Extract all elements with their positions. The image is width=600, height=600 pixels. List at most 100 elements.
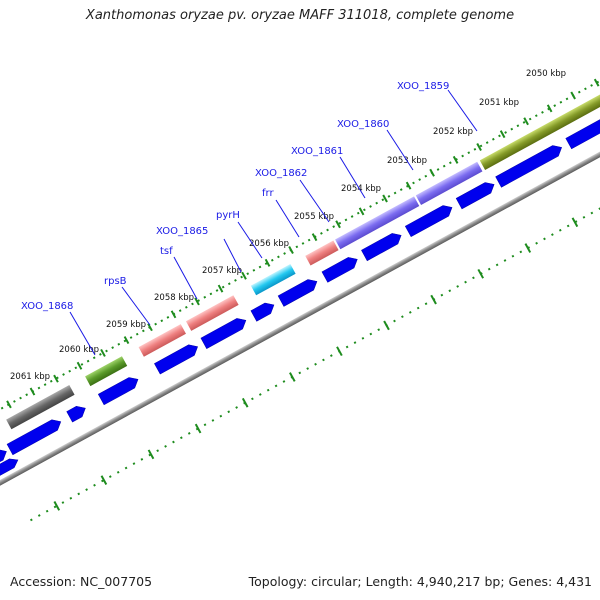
scale-tick — [358, 207, 365, 216]
scale-tick — [29, 387, 36, 396]
scale-tick — [570, 91, 576, 100]
scale-tick — [452, 155, 459, 164]
scale-label: 2055 kbp — [294, 212, 334, 222]
scale-label: 2061 kbp — [10, 372, 50, 382]
scale-tick — [53, 374, 59, 383]
scale-tick — [405, 181, 412, 190]
scale-label: 2052 kbp — [433, 127, 473, 137]
feature-bar-olive — [479, 73, 600, 170]
gene-label[interactable]: frr — [262, 188, 274, 199]
scale-tick — [264, 258, 271, 267]
gene-label[interactable]: tsf — [160, 246, 173, 257]
scale-tick — [288, 245, 294, 254]
scale-tick — [217, 284, 224, 293]
scale-tick — [429, 168, 435, 177]
cds-arrow[interactable] — [200, 315, 249, 349]
leader-line — [299, 179, 330, 223]
gene-label[interactable]: pyrH — [216, 210, 240, 221]
cds-arrow[interactable] — [404, 202, 455, 238]
scale-tick — [147, 323, 153, 332]
leader-line — [339, 156, 366, 199]
leader-line — [121, 286, 151, 326]
map-title: Xanthomonas oryzae pv. oryzae MAFF 31101… — [85, 8, 515, 23]
cds-arrow[interactable] — [97, 374, 141, 406]
inner-dotted-line — [29, 154, 600, 522]
gene-label[interactable]: XOO_1865 — [156, 226, 208, 237]
inner-scale-tick — [336, 346, 343, 357]
cds-arrow-row — [0, 106, 600, 473]
scale-tick — [6, 400, 12, 409]
cds-arrow-row-lower — [0, 456, 20, 483]
cds-arrow[interactable] — [66, 403, 89, 423]
cds-arrow[interactable] — [455, 179, 497, 210]
cds-arrow[interactable] — [361, 230, 404, 262]
scale-label: 2050 kbp — [526, 69, 566, 79]
gene-label[interactable]: XOO_1868 — [21, 301, 73, 312]
inner-scale-tick — [289, 372, 296, 382]
scale-tick — [382, 194, 388, 203]
feature-bar-pink — [305, 240, 339, 266]
cds-arrow[interactable] — [277, 276, 320, 307]
leader-line — [223, 238, 242, 273]
cds-arrow[interactable] — [565, 106, 600, 150]
scale-label: 2059 kbp — [106, 320, 146, 330]
scale-ticks — [6, 78, 600, 409]
inner-scale-tick — [194, 423, 202, 434]
gene-label[interactable]: XOO_1859 — [397, 81, 449, 92]
scale-dotted-line — [0, 56, 600, 423]
leader-line — [237, 221, 263, 259]
leader-line — [447, 89, 478, 132]
feature-bar-cyan — [250, 264, 296, 296]
genome-summary-text: Topology: circular; Length: 4,940,217 bp… — [248, 574, 592, 589]
cds-arrow[interactable] — [0, 456, 20, 483]
inner-scale-tick — [147, 449, 155, 460]
inner-scale-tick — [430, 294, 437, 305]
scale-tick — [523, 117, 529, 126]
feature-bar-purple — [415, 161, 483, 206]
gene-label[interactable]: rpsB — [104, 276, 127, 287]
cds-arrow[interactable] — [495, 142, 565, 188]
strand-frame — [0, 56, 600, 522]
inner-scale-tick — [53, 501, 61, 511]
scale-label: 2056 kbp — [249, 239, 289, 249]
gene-labels: XOO_1868 rpsB tsf XOO_1865 pyrH frr XOO_… — [21, 81, 478, 356]
scale-tick — [311, 233, 318, 242]
scale-tick — [546, 104, 553, 113]
scale-label: 2060 kbp — [59, 345, 99, 355]
gene-label[interactable]: XOO_1862 — [255, 168, 307, 179]
feature-bar-green-dark — [85, 356, 128, 387]
feature-bar-pink — [185, 295, 239, 331]
inner-scale-tick — [241, 397, 249, 408]
scale-tick — [123, 336, 130, 345]
scale-tick — [100, 348, 106, 357]
feature-bar-pink — [138, 324, 186, 357]
scale-label: 2057 kbp — [202, 266, 242, 276]
cds-arrow[interactable] — [321, 254, 360, 283]
scale-label: 2051 kbp — [479, 98, 519, 108]
cog-feature-row — [0, 73, 600, 448]
leader-line — [69, 311, 96, 356]
inner-scale-tick — [571, 217, 579, 228]
inner-scale-tick — [383, 320, 390, 331]
cds-arrow[interactable] — [6, 416, 64, 456]
scale-tick — [76, 361, 83, 370]
leader-line — [275, 199, 300, 238]
cds-arrow[interactable] — [250, 300, 277, 322]
inner-scale-tick — [524, 243, 532, 253]
cds-arrow[interactable] — [0, 446, 9, 473]
scale-tick — [241, 271, 247, 280]
scale-label: 2054 kbp — [341, 184, 381, 194]
scale-labels: 2061 kbp 2060 kbp 2059 kbp 2058 kbp 2057… — [10, 69, 566, 382]
scale-tick — [593, 78, 600, 87]
gene-label[interactable]: XOO_1860 — [337, 119, 389, 130]
feature-bar-purple — [335, 196, 420, 250]
inner-scale-ticks — [53, 217, 579, 511]
scale-tick — [499, 130, 506, 139]
gene-label[interactable]: XOO_1861 — [291, 146, 343, 157]
accession-text: Accession: NC_007705 — [10, 574, 153, 589]
cds-arrow[interactable] — [154, 341, 200, 375]
leader-line — [386, 129, 414, 171]
inner-scale-tick — [477, 268, 484, 279]
scale-tick — [170, 310, 177, 319]
